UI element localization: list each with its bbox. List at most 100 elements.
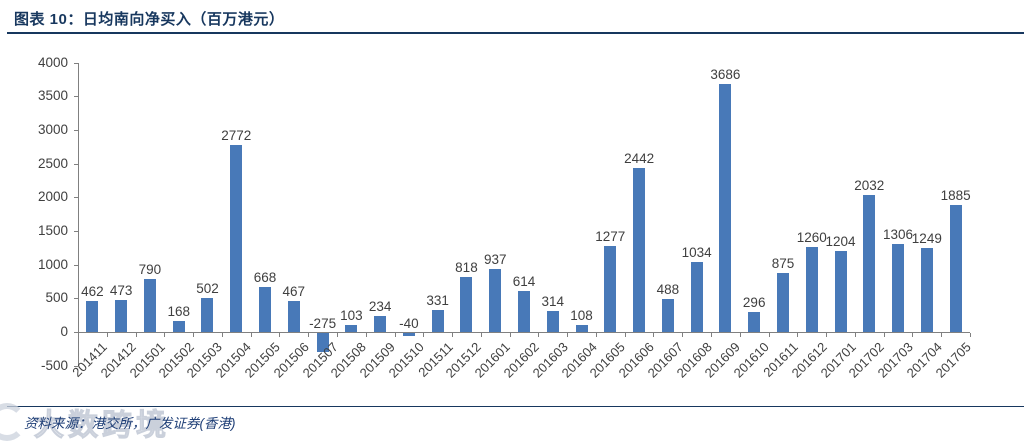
x-tick-mark (624, 333, 626, 337)
y-tick-mark (74, 298, 78, 300)
bar-value-label: 2442 (624, 150, 655, 166)
bar (633, 167, 646, 332)
bar (86, 300, 99, 332)
y-axis-label: 1000 (37, 256, 68, 272)
bar (892, 244, 905, 332)
title-underline (7, 32, 1024, 34)
x-tick-mark (135, 333, 137, 337)
bar (316, 333, 329, 352)
x-tick-mark (78, 333, 79, 337)
bar-value-label: 168 (167, 303, 190, 319)
bar-value-label: 1277 (595, 229, 626, 244)
x-tick-mark (595, 333, 597, 337)
bar (259, 287, 272, 332)
bar (431, 309, 444, 332)
bar (374, 316, 387, 332)
y-tick-mark (74, 62, 78, 64)
y-axis-label: 4000 (37, 54, 68, 70)
bar (345, 325, 358, 332)
bar-chart: 4000 3500 3000 2500 2000 1500 1000 500 0 -500 462… (0, 36, 1036, 400)
bar (115, 300, 128, 332)
bar (834, 250, 847, 332)
bar (920, 247, 933, 332)
bar-value-label: 937 (483, 251, 507, 267)
x-tick-mark (394, 333, 396, 337)
x-tick-mark (653, 333, 655, 337)
x-axis-line (78, 332, 970, 333)
x-tick-mark (970, 333, 971, 337)
y-tick-mark (74, 231, 78, 232)
x-tick-mark (826, 333, 828, 337)
x-tick-mark (193, 333, 195, 337)
bar-value-label: 2772 (221, 128, 252, 144)
bar (604, 246, 617, 332)
y-axis-label: 1500 (37, 223, 68, 238)
x-tick-mark (711, 333, 713, 337)
x-tick-mark (739, 333, 741, 337)
x-tick-mark (250, 333, 252, 337)
bar-value-label: 790 (138, 261, 162, 277)
y-tick-mark (74, 332, 78, 333)
bar (143, 278, 156, 332)
bar (949, 205, 962, 332)
bar-value-label: 668 (253, 270, 277, 286)
bar-value-label: 473 (109, 283, 133, 299)
x-tick-mark (883, 333, 885, 337)
y-tick-mark (74, 130, 78, 131)
x-tick-mark (106, 333, 108, 337)
bar-value-label: 314 (541, 293, 565, 309)
watermark-logo-icon (0, 403, 26, 441)
bar-value-label: 103 (340, 308, 363, 324)
bar (575, 324, 588, 332)
bar (172, 320, 185, 332)
source-text: 资料来源：港交所，广发证券(香港) (24, 416, 236, 431)
bar-value-label: 3686 (710, 66, 741, 82)
bar-value-label: 331 (426, 292, 449, 308)
x-tick-mark (308, 333, 310, 337)
y-tick-mark (74, 264, 78, 266)
bar (546, 310, 559, 332)
y-tick-mark (74, 96, 78, 98)
bar-value-label: 1260 (796, 230, 827, 246)
bar (489, 268, 502, 332)
y-axis-label: -500 (40, 357, 68, 373)
footer-divider (7, 406, 1024, 407)
y-axis-label: 0 (60, 324, 68, 339)
bar-value-label: 614 (512, 273, 536, 289)
y-tick-mark (74, 163, 78, 165)
bar (719, 83, 732, 332)
y-axis-label: 2000 (37, 189, 68, 205)
y-axis-label: 3500 (37, 88, 68, 104)
bar (201, 298, 214, 332)
x-tick-mark (452, 333, 454, 337)
x-tick-mark (221, 333, 223, 337)
x-tick-mark (682, 333, 684, 337)
y-axis-line (78, 62, 79, 366)
x-tick-mark (797, 333, 799, 337)
bar-value-label: -275 (309, 316, 337, 331)
bar-value-label: 818 (455, 259, 478, 275)
bar-value-label: 1306 (883, 227, 914, 243)
x-tick-mark (365, 333, 367, 337)
bar (748, 312, 761, 332)
x-tick-mark (567, 333, 569, 337)
bar-value-label: 462 (81, 283, 104, 299)
x-tick-mark (941, 333, 943, 337)
bar (230, 145, 243, 332)
bar-value-label: 875 (771, 256, 795, 272)
bar-value-label: 296 (742, 295, 766, 311)
x-tick-mark (912, 333, 914, 337)
bar (776, 273, 789, 332)
bar-value-label: 2032 (854, 178, 885, 194)
bar (518, 290, 530, 332)
chart-title: 图表 10：日均南向净买入（百万港元） (14, 11, 285, 28)
bar-value-label: 1885 (940, 188, 971, 204)
y-axis-label: 500 (45, 290, 68, 306)
bar (863, 195, 876, 332)
x-tick-mark (768, 333, 770, 337)
x-tick-mark (854, 333, 856, 337)
bar-value-label: 467 (282, 283, 306, 299)
x-tick-mark (279, 333, 281, 337)
y-axis-label: 2500 (37, 155, 68, 171)
